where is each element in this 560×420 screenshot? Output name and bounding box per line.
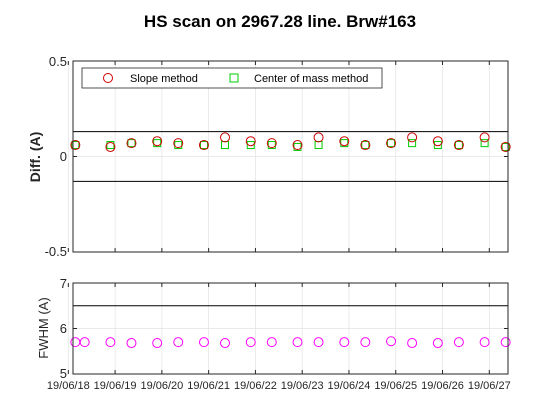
legend-box xyxy=(81,67,383,89)
top-ticks xyxy=(67,60,508,253)
top-reference-lines xyxy=(73,131,508,182)
legend-label-slope: Slope method xyxy=(130,73,198,85)
x-tick-label: 19/06/19 xyxy=(94,380,137,392)
fwhm-point xyxy=(479,337,490,348)
legend-marker-slope xyxy=(103,73,113,83)
fwhm-point xyxy=(198,337,209,348)
slope-method-point xyxy=(479,132,490,143)
x-tick-label: 19/06/26 xyxy=(421,380,464,392)
legend-label-center-of-mass: Center of mass method xyxy=(254,73,368,85)
slope-method-point xyxy=(173,138,184,149)
fwhm-point xyxy=(173,337,184,348)
center-of-mass-point xyxy=(246,141,255,150)
center-of-mass-point xyxy=(174,141,183,150)
slope-method-point xyxy=(432,136,443,147)
bottom-y-axis-label: FWHM (A) xyxy=(36,297,51,358)
top-y-axis-label: Diff. (A) xyxy=(27,132,43,183)
center-of-mass-point xyxy=(433,141,442,150)
top-ytick-label: 0 xyxy=(60,149,67,164)
slope-method-point xyxy=(407,132,418,143)
legend: Slope method Center of mass method xyxy=(81,67,383,89)
x-tick-label: 19/06/25 xyxy=(374,380,417,392)
slope-method-point xyxy=(453,140,464,151)
x-tick-label: 19/06/22 xyxy=(234,380,277,392)
top-data-marks xyxy=(70,132,511,152)
top-ytick-label: -0.5 xyxy=(45,244,67,259)
fwhm-point xyxy=(386,336,397,347)
center-of-mass-point xyxy=(267,141,276,150)
bottom-data-marks xyxy=(70,336,511,349)
fwhm-point xyxy=(292,337,303,348)
center-of-mass-point xyxy=(153,139,162,148)
fwhm-point xyxy=(245,337,256,348)
x-tick-label: 19/06/21 xyxy=(187,380,230,392)
center-of-mass-point xyxy=(106,141,115,150)
bottom-ticks xyxy=(67,282,508,375)
fwhm-point xyxy=(360,337,371,348)
x-tick-labels: 19/06/18 19/06/19 19/06/20 19/06/21 19/06/22… xyxy=(47,380,511,392)
fwhm-point xyxy=(105,337,116,348)
fwhm-point xyxy=(432,338,443,349)
center-of-mass-point xyxy=(387,139,396,148)
x-tick-label: 19/06/18 xyxy=(47,380,90,392)
slope-method-point xyxy=(126,138,137,149)
slope-method-point xyxy=(220,132,231,143)
top-ytick-label: 0.5 xyxy=(49,54,67,69)
slope-method-point xyxy=(292,140,303,151)
fwhm-point xyxy=(152,338,163,349)
legend-marker-center-of-mass xyxy=(229,73,239,83)
fwhm-point xyxy=(453,337,464,348)
x-tick-label: 19/06/24 xyxy=(328,380,371,392)
slope-method-point xyxy=(105,141,116,152)
slope-method-point xyxy=(198,140,209,151)
center-of-mass-point xyxy=(361,141,370,150)
center-of-mass-point xyxy=(71,141,80,150)
slope-method-point xyxy=(70,140,81,151)
slope-method-point xyxy=(386,138,397,149)
bottom-ytick-label: 6 xyxy=(60,321,67,336)
center-of-mass-point xyxy=(480,139,489,148)
fwhm-point xyxy=(126,338,137,349)
bottom-axes: 5 6 7 FWHM (A) 19/06/18 19/06/19 19/06/20 1… xyxy=(36,276,511,392)
center-of-mass-point xyxy=(501,142,510,151)
chart-title: HS scan on 2967.28 line. Brw#163 xyxy=(144,12,416,31)
fwhm-point xyxy=(313,337,324,348)
fwhm-point xyxy=(266,337,277,348)
top-axes: -0.5 0 0.5 Diff. (A) Slope method Center… xyxy=(27,54,511,259)
slope-method-point xyxy=(360,140,371,151)
center-of-mass-point xyxy=(408,139,417,148)
bottom-ytick-label: 5 xyxy=(60,366,67,381)
slope-method-point xyxy=(266,138,277,149)
center-of-mass-point xyxy=(127,139,136,148)
center-of-mass-point xyxy=(340,139,349,148)
bottom-ytick-label: 7 xyxy=(60,276,67,291)
fwhm-point xyxy=(339,337,350,348)
slope-method-point xyxy=(152,136,163,147)
x-tick-label: 19/06/27 xyxy=(468,380,511,392)
fwhm-point xyxy=(500,337,511,348)
x-tick-label: 19/06/23 xyxy=(281,380,324,392)
fwhm-point xyxy=(79,337,90,348)
fwhm-point xyxy=(407,338,418,349)
slope-method-point xyxy=(245,136,256,147)
x-tick-label: 19/06/20 xyxy=(140,380,183,392)
slope-method-point xyxy=(313,132,324,143)
fwhm-point xyxy=(220,338,231,349)
center-of-mass-point xyxy=(454,141,463,150)
center-of-mass-point xyxy=(199,141,208,150)
slope-method-point xyxy=(339,136,350,147)
slope-method-point xyxy=(500,141,511,152)
center-of-mass-point xyxy=(293,142,302,151)
